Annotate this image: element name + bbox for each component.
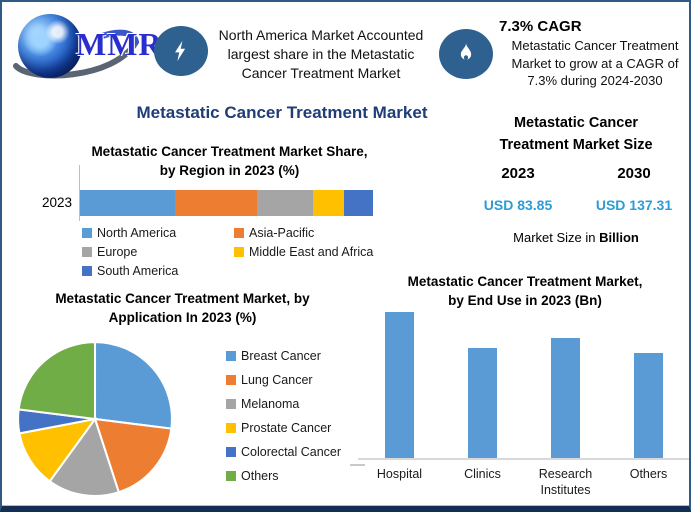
lightning-icon-badge xyxy=(154,26,208,76)
region-segment-0 xyxy=(80,190,176,216)
region-legend-item-4: South America xyxy=(82,264,234,278)
legend-label: Lung Cancer xyxy=(241,373,313,387)
cagr-heading: 7.3% CAGR xyxy=(499,18,582,35)
region-legend-item-0: North America xyxy=(82,226,234,240)
legend-label: Melanoma xyxy=(241,397,300,411)
legend-dash xyxy=(350,464,365,466)
enduse-bar-slot-2 xyxy=(524,338,607,458)
market-size-value-2023: USD 83.85 xyxy=(483,197,553,213)
cagr-text: Metastatic Cancer Treatment Market to gr… xyxy=(499,37,689,90)
legend-swatch xyxy=(226,351,236,361)
market-size-footnote-unit: Billion xyxy=(599,230,639,245)
brand-logo: MMR xyxy=(2,2,202,97)
pie-slice-1 xyxy=(93,417,173,494)
region-chart-title: Metastatic Cancer Treatment Market Share… xyxy=(91,144,368,178)
application-legend-item-0: Breast Cancer xyxy=(226,349,341,363)
region-legend: North America Asia-Pacific Europe Middle Ea… xyxy=(82,226,397,278)
highlight-banner-line: North America Market Accounted xyxy=(218,27,424,43)
region-axis-line xyxy=(79,165,80,221)
highlight-banner-line: largest share in the Metastatic xyxy=(227,46,415,62)
application-legend-item-3: Prostate Cancer xyxy=(226,421,341,435)
enduse-xlabel-1: Clinics xyxy=(464,467,501,481)
cagr-banner: 7.3% CAGR Metastatic Cancer Treatment Ma… xyxy=(499,18,689,90)
enduse-xlabel-0: Hospital xyxy=(376,467,423,481)
legend-swatch xyxy=(82,228,92,238)
market-size-panel: Metastatic Cancer Treatment Market Size … xyxy=(460,112,689,245)
pie-slice-5 xyxy=(17,341,97,421)
legend-label: Prostate Cancer xyxy=(241,421,332,435)
region-segment-2 xyxy=(257,190,313,216)
lightning-icon xyxy=(175,40,186,62)
legend-label: South America xyxy=(97,264,179,278)
region-legend-item-3: Middle East and Africa xyxy=(234,245,397,259)
logo-swoosh-icon xyxy=(13,29,139,79)
cagr-line: Market to grow at a CAGR of xyxy=(511,55,679,71)
legend-swatch xyxy=(226,399,236,409)
enduse-bars xyxy=(358,312,689,460)
region-axis-label: 2023 xyxy=(41,195,72,210)
legend-label: North America xyxy=(97,226,177,240)
application-legend-item-2: Melanoma xyxy=(226,397,341,411)
legend-label: Middle East and Africa xyxy=(249,245,374,259)
flame-icon xyxy=(460,43,472,61)
market-size-title: Metastatic Cancer Treatment Market Size xyxy=(499,115,653,153)
application-pie-svg xyxy=(17,341,173,497)
pie-slice-0 xyxy=(93,341,173,430)
market-size-value-2030: USD 137.31 xyxy=(595,197,673,213)
legend-swatch xyxy=(82,266,92,276)
legend-swatch xyxy=(226,471,236,481)
market-size-footnote: Market Size in Billion xyxy=(460,230,689,245)
legend-swatch xyxy=(226,423,236,433)
region-segment-3 xyxy=(312,190,344,216)
market-size-footnote-prefix: Market Size in xyxy=(513,230,600,245)
region-segment-4 xyxy=(343,190,373,216)
application-legend-item-1: Lung Cancer xyxy=(226,373,341,387)
legend-swatch xyxy=(226,447,236,457)
pie-slice-2 xyxy=(48,416,121,497)
legend-label: Europe xyxy=(97,245,138,259)
page-title: Metastatic Cancer Treatment Market xyxy=(136,103,428,122)
market-size-year-2023: 2023 xyxy=(501,165,535,182)
enduse-bar-slot-3 xyxy=(607,353,689,458)
legend-swatch xyxy=(234,247,244,257)
enduse-xlabel-2: Research Institutes xyxy=(538,467,593,497)
enduse-chart-title: Metastatic Cancer Treatment Market, by E… xyxy=(407,274,643,308)
enduse-xlabel-3: Others xyxy=(629,467,668,481)
legend-label: Breast Cancer xyxy=(241,349,321,363)
application-legend-item-4: Colorectal Cancer xyxy=(226,445,341,459)
flame-icon-badge xyxy=(439,29,493,79)
highlight-banner: North America Market Accounted largest s… xyxy=(205,26,437,83)
enduse-bar-slot-1 xyxy=(441,348,524,458)
application-chart-title: Metastatic Cancer Treatment Market, by A… xyxy=(55,291,310,325)
cagr-line: 7.3% during 2024-2030 xyxy=(527,73,663,88)
legend-label: Asia-Pacific xyxy=(249,226,315,240)
legend-swatch xyxy=(226,375,236,385)
region-legend-item-2: Europe xyxy=(82,245,234,259)
legend-label: Colorectal Cancer xyxy=(241,445,342,459)
globe-logo-icon xyxy=(18,14,82,78)
enduse-bar-3 xyxy=(634,353,663,458)
legend-swatch xyxy=(82,247,92,257)
enduse-bar-0 xyxy=(385,312,414,458)
logo-text: MMR xyxy=(76,26,163,62)
cagr-line: Metastatic Cancer Treatment xyxy=(511,38,679,53)
enduse-xlabels: Hospital Clinics Research Institutes Others xyxy=(358,466,689,498)
enduse-bar-slot-0 xyxy=(358,312,441,458)
enduse-bar-2 xyxy=(551,338,580,458)
region-segment-1 xyxy=(175,190,258,216)
application-legend-item-5: Others xyxy=(226,469,341,483)
market-size-year-2030: 2030 xyxy=(617,165,651,182)
enduse-bar-1 xyxy=(468,348,497,458)
legend-label: Others xyxy=(241,469,279,483)
application-legend: Breast Cancer Lung Cancer Melanoma Prostate… xyxy=(226,349,341,493)
region-stacked-bar xyxy=(80,190,373,216)
region-legend-item-1: Asia-Pacific xyxy=(234,226,397,240)
highlight-banner-line: Cancer Treatment Market xyxy=(241,65,401,81)
legend-swatch xyxy=(234,228,244,238)
